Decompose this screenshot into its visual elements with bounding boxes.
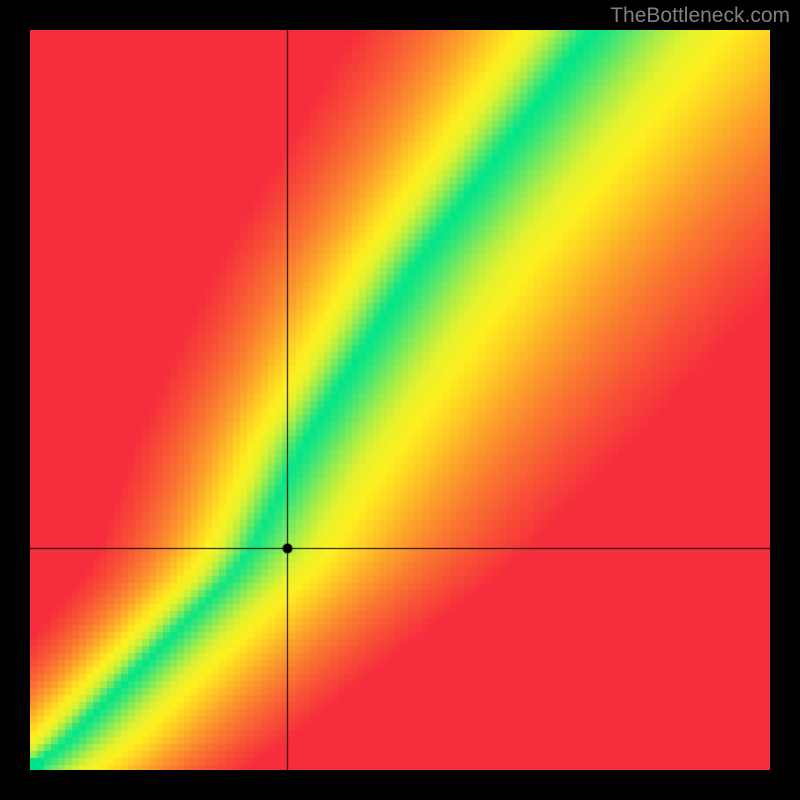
bottleneck-heatmap-chart [30, 30, 770, 770]
heatmap-canvas [30, 30, 770, 770]
watermark-text: TheBottleneck.com [610, 4, 790, 28]
